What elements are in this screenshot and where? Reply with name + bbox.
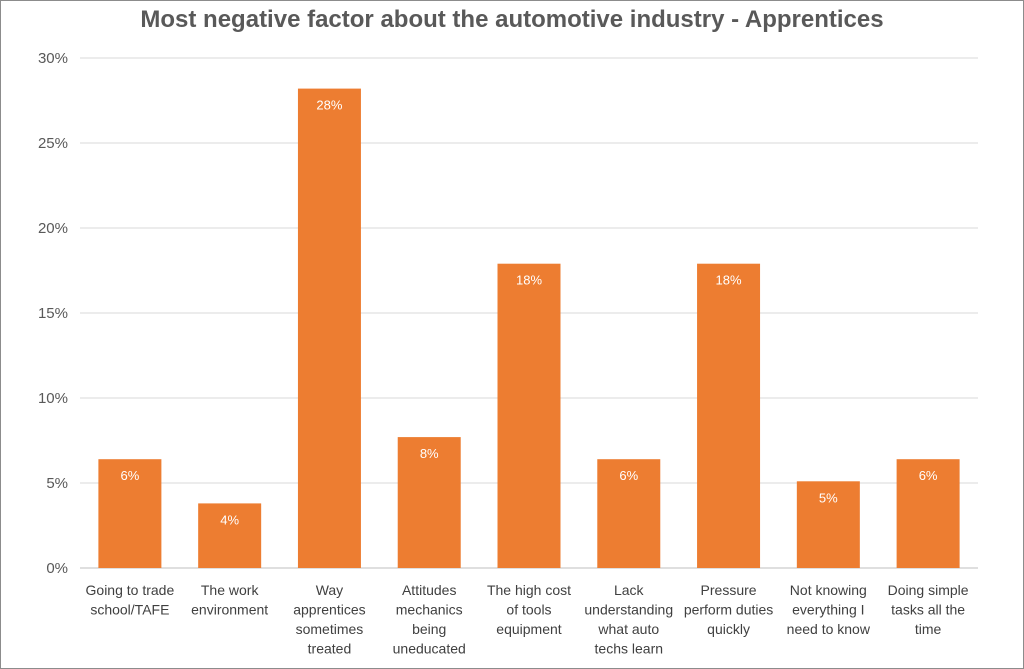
category-label: what auto <box>597 621 659 637</box>
category-label: sometimes <box>296 621 364 637</box>
category-label: The work <box>201 582 260 598</box>
data-label: 28% <box>316 98 342 113</box>
category-label: school/TAFE <box>90 602 169 618</box>
y-tick-label: 0% <box>46 560 68 577</box>
data-label: 5% <box>819 490 838 505</box>
y-tick-label: 15% <box>38 305 68 322</box>
bar <box>896 459 960 568</box>
bar <box>497 263 561 568</box>
y-tick-label: 30% <box>38 50 68 67</box>
data-label: 6% <box>919 468 938 483</box>
bar <box>697 263 761 568</box>
data-label: 18% <box>516 273 542 288</box>
bar <box>297 88 361 568</box>
data-label: 6% <box>120 468 139 483</box>
category-label: equipment <box>496 621 561 637</box>
bar <box>198 503 262 568</box>
category-label: need to know <box>787 621 871 637</box>
category-label: Pressure <box>701 582 757 598</box>
bar <box>796 481 860 568</box>
bar <box>597 459 661 568</box>
category-label: Way <box>316 582 343 598</box>
category-label: Doing simple <box>888 582 969 598</box>
category-label: everything I <box>792 602 864 618</box>
category-label: apprentices <box>293 602 365 618</box>
category-label: treated <box>308 641 352 657</box>
y-tick-label: 5% <box>46 475 68 492</box>
category-label: tasks all the <box>891 602 965 618</box>
category-label: Not knowing <box>790 582 867 598</box>
category-label: The high cost <box>487 582 571 598</box>
data-label: 6% <box>619 468 638 483</box>
category-label: being <box>412 621 446 637</box>
data-label: 8% <box>420 446 439 461</box>
category-label: understanding <box>584 602 673 618</box>
category-label: environment <box>191 602 268 618</box>
category-label: quickly <box>707 621 750 637</box>
category-label: Lack <box>614 582 645 598</box>
category-label: Going to trade <box>86 582 175 598</box>
y-tick-label: 10% <box>38 390 68 407</box>
y-tick-label: 25% <box>38 135 68 152</box>
category-label: mechanics <box>396 602 463 618</box>
category-label: of tools <box>506 602 551 618</box>
category-label: perform duties <box>684 602 773 618</box>
category-label: Attitudes <box>402 582 456 598</box>
data-label: 18% <box>716 273 742 288</box>
data-label: 4% <box>220 512 239 527</box>
category-label: uneducated <box>393 641 466 657</box>
y-tick-label: 20% <box>38 220 68 237</box>
bar <box>98 459 162 568</box>
bar <box>397 437 461 568</box>
chart-title: Most negative factor about the automotiv… <box>140 6 884 33</box>
category-label: techs learn <box>595 641 663 657</box>
category-label: time <box>915 621 942 637</box>
